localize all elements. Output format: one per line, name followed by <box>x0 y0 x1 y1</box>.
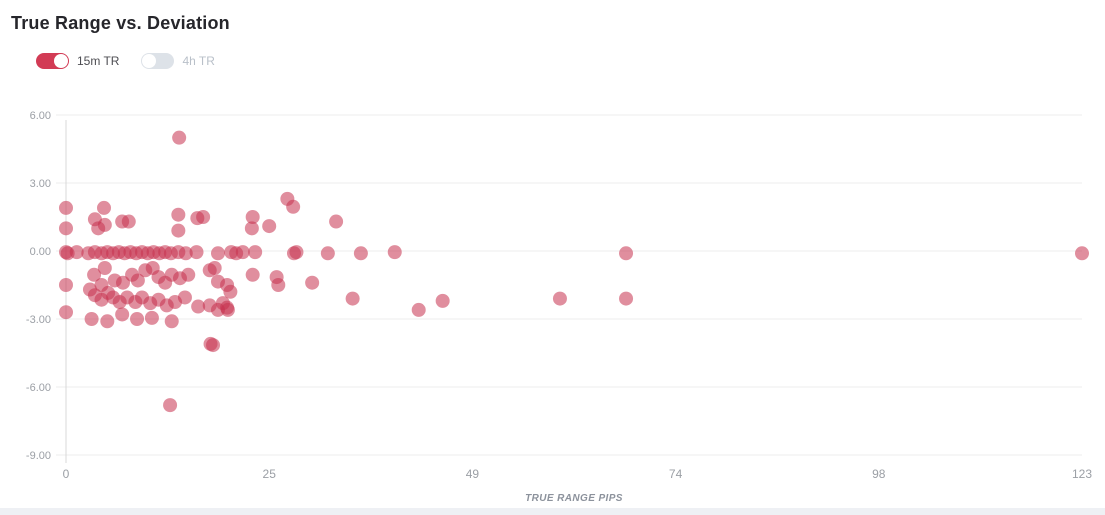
scatter-point[interactable] <box>191 299 206 314</box>
scatter-point[interactable] <box>164 314 179 329</box>
scatter-point[interactable] <box>196 210 211 224</box>
scatter-point[interactable] <box>387 245 402 260</box>
scatter-point[interactable] <box>97 261 112 275</box>
scatter-point[interactable] <box>84 312 99 326</box>
scatter-point[interactable] <box>207 261 222 275</box>
y-tick-label: 6.00 <box>30 110 51 122</box>
scatter-point[interactable] <box>619 291 634 306</box>
scatter-point[interactable] <box>172 130 187 145</box>
scatter-point[interactable] <box>171 223 186 238</box>
scatter-point[interactable] <box>435 293 450 308</box>
scatter-point[interactable] <box>320 246 335 261</box>
legend-label-15m-tr: 15m TR <box>77 54 120 68</box>
scatter-point[interactable] <box>271 278 286 292</box>
bottom-strip <box>0 508 1105 515</box>
y-tick-label: 3.00 <box>30 178 51 190</box>
y-tick-label: -6.00 <box>26 382 51 394</box>
scatter-point[interactable] <box>345 291 360 306</box>
scatter-point[interactable] <box>97 217 112 232</box>
scatter-point[interactable] <box>248 245 263 260</box>
scatter-point[interactable] <box>115 307 130 322</box>
scatter-point[interactable] <box>177 290 192 305</box>
scatter-point[interactable] <box>178 246 193 261</box>
scatter-point[interactable] <box>305 275 320 290</box>
scatter-point[interactable] <box>286 199 301 214</box>
scatter-point[interactable] <box>223 284 238 299</box>
scatter-point[interactable] <box>59 305 73 320</box>
scatter-point[interactable] <box>130 273 145 288</box>
scatter-point[interactable] <box>329 214 344 229</box>
scatter-point[interactable] <box>121 214 136 229</box>
x-tick-label: 25 <box>263 467 277 481</box>
scatter-point[interactable] <box>87 267 102 282</box>
toggle-15m-tr[interactable] <box>36 53 69 69</box>
scatter-point[interactable] <box>144 310 159 325</box>
scatter-plot: 6.00 3.00 0.00 -3.00 -6.00 -9.00 0 25 49 74 98 123 T… <box>26 110 1092 504</box>
scatter-point[interactable] <box>189 245 204 260</box>
y-tick-label: -9.00 <box>26 450 51 462</box>
scatter-point[interactable] <box>245 267 260 282</box>
legend-item-4h-tr[interactable]: 4h TR <box>141 53 215 69</box>
x-tick-label: 0 <box>63 467 70 481</box>
scatter-point[interactable] <box>244 221 259 236</box>
scatter-point[interactable] <box>181 267 196 282</box>
scatter-point[interactable] <box>220 300 235 315</box>
scatter-point[interactable] <box>163 398 178 413</box>
legend-item-15m-tr[interactable]: 15m TR <box>36 53 119 69</box>
scatter-point[interactable] <box>1075 246 1089 261</box>
scatter-point[interactable] <box>59 200 73 215</box>
scatter-point[interactable] <box>411 302 426 317</box>
scatter-point[interactable] <box>115 275 130 290</box>
scatter-point[interactable] <box>206 338 221 353</box>
x-tick-label: 123 <box>1072 467 1092 481</box>
legend-label-4h-tr: 4h TR <box>182 54 215 68</box>
toggle-knob <box>142 54 157 68</box>
scatter-point[interactable] <box>96 200 111 215</box>
x-axis-title: TRUE RANGE PIPS <box>525 493 623 504</box>
scatter-point[interactable] <box>69 245 84 260</box>
toggle-knob <box>54 54 68 68</box>
scatter-point[interactable] <box>100 314 115 329</box>
scatter-point[interactable] <box>210 246 225 261</box>
x-tick-label: 49 <box>466 467 480 481</box>
x-tick-label: 74 <box>669 467 683 481</box>
scatter-point[interactable] <box>235 245 250 260</box>
toggle-4h-tr[interactable] <box>141 53 175 69</box>
scatter-point[interactable] <box>289 245 304 260</box>
scatter-point[interactable] <box>59 278 73 292</box>
legend: 15m TR 4h TR <box>36 52 215 70</box>
scatter-point[interactable] <box>552 291 567 306</box>
chart-title: True Range vs. Deviation <box>11 13 230 33</box>
scatter-point[interactable] <box>171 207 186 222</box>
scatter-point[interactable] <box>245 210 260 224</box>
scatter-point[interactable] <box>353 246 368 261</box>
scatter-point[interactable] <box>59 221 73 236</box>
x-tick-label: 98 <box>872 467 886 481</box>
y-tick-label: 0.00 <box>30 246 51 258</box>
scatter-point[interactable] <box>619 246 634 261</box>
scatter-point[interactable] <box>262 219 277 234</box>
y-tick-label: -3.00 <box>26 314 51 326</box>
scatter-point[interactable] <box>130 312 145 326</box>
